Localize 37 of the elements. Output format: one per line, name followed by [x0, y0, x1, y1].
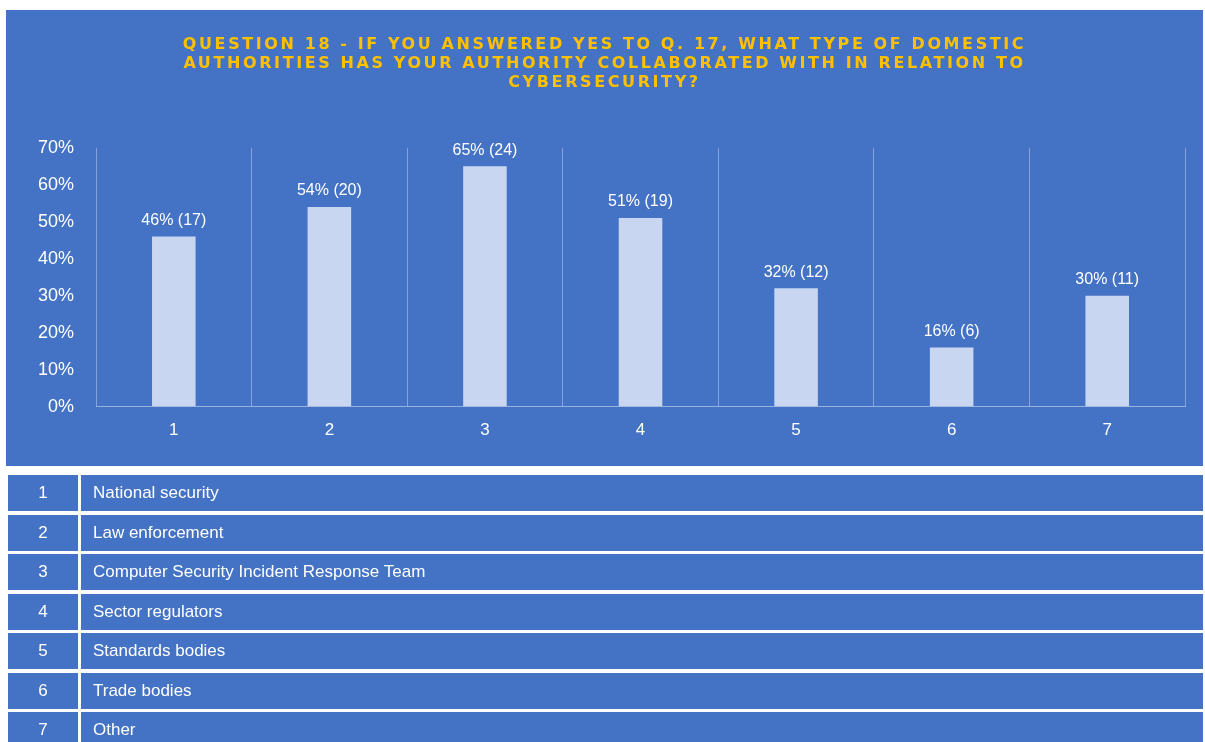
y-tick-label: 60% [38, 173, 75, 194]
y-tick-label: 30% [38, 284, 75, 305]
text: Other [81, 712, 1203, 742]
x-tick-label: 7 [1102, 420, 1112, 440]
data-label: 32% (12) [763, 262, 829, 280]
x-tick-label: 1 [169, 420, 179, 440]
text: National security [81, 475, 1203, 511]
data-label: 16% (6) [923, 321, 980, 339]
y-tick-label: 0% [48, 395, 75, 416]
category-label: 6 [38, 680, 48, 700]
data-label: 46% (17) [141, 210, 207, 228]
x-tick-label: 3 [480, 420, 490, 440]
text: Standards bodies [81, 633, 1203, 669]
y-tick-label: 70% [38, 136, 75, 157]
text: Computer Security Incident Response Team [81, 554, 1203, 590]
y-tick-label: 10% [38, 358, 75, 379]
x-tick-label: 4 [635, 420, 646, 440]
text: Trade bodies [81, 672, 1203, 709]
x-tick-label: 6 [946, 420, 957, 440]
y-tick-label: 40% [38, 247, 75, 268]
x-tick-label: 5 [791, 420, 801, 440]
category-label: 3 [38, 562, 48, 581]
x-tick-label: 2 [324, 420, 335, 440]
category-label: 1 [38, 483, 48, 502]
y-tick-label: 50% [38, 210, 75, 231]
data-label: 54% (20) [296, 181, 362, 199]
category-label: 7 [38, 720, 48, 739]
category-label: 4 [38, 601, 48, 621]
data-label: 51% (19) [608, 192, 673, 210]
category-label: 5 [38, 641, 48, 660]
data-label: 30% (11) [1075, 270, 1140, 288]
chart-title: QUESTION 18 - IF YOU ANSWERED YES TO Q. 17, WHAT TYPE OF DOMESTIC AUTHORITIES HAS YOUR AUTHORITY COLLABORATED WITH IN RELATION TO CYBERSECURITY? [181, 34, 1028, 91]
text: Sector regulators [81, 593, 1203, 630]
category-label: 2 [38, 522, 48, 542]
data-label: 65% (24) [452, 140, 518, 158]
text: Law enforcement [81, 514, 1203, 551]
y-tick-label: 20% [38, 321, 75, 342]
